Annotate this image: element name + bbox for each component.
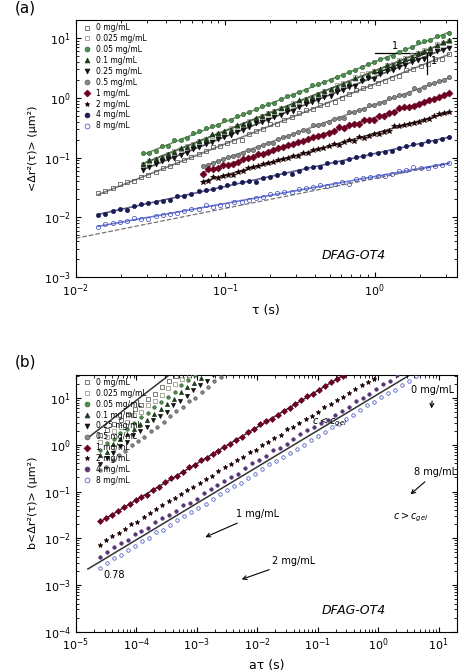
- Text: 1: 1: [431, 56, 438, 67]
- Text: $c>c_{gel}$: $c>c_{gel}$: [393, 511, 428, 524]
- Text: (a): (a): [15, 0, 36, 15]
- Text: 1: 1: [392, 41, 399, 51]
- Text: 0.78: 0.78: [103, 570, 125, 580]
- Text: DFAG-OT4: DFAG-OT4: [322, 603, 386, 617]
- Legend: 0 mg/mL, 0.025 mg/mL, 0.05 mg/mL, 0.1 mg/mL, 0.25 mg/mL, 0.5 mg/mL, 1 mg/mL, 2 m: 0 mg/mL, 0.025 mg/mL, 0.05 mg/mL, 0.1 mg…: [78, 22, 148, 131]
- Legend: 0 mg/mL, 0.025 mg/mL, 0.05 mg/mL, 0.1 mg/mL, 0.25 mg/mL, 0.5 mg/mL, 1 mg/mL, 2 m: 0 mg/mL, 0.025 mg/mL, 0.05 mg/mL, 0.1 mg…: [78, 377, 148, 486]
- Text: $c<c_{gel}$: $c<c_{gel}$: [311, 415, 346, 429]
- X-axis label: τ (s): τ (s): [252, 304, 280, 317]
- X-axis label: aτ (s): aτ (s): [248, 659, 284, 672]
- Text: 2 mg/mL: 2 mg/mL: [243, 556, 316, 579]
- Text: 8 mg/mL: 8 mg/mL: [411, 467, 457, 493]
- Y-axis label: <Δr²(τ)> (μm²): <Δr²(τ)> (μm²): [28, 106, 38, 192]
- Text: 0 mg/mL: 0 mg/mL: [411, 386, 455, 407]
- Text: DFAG-OT4: DFAG-OT4: [322, 249, 386, 262]
- Text: 1 mg/mL: 1 mg/mL: [207, 509, 279, 537]
- Text: (b): (b): [15, 355, 36, 370]
- Y-axis label: b<Δr²(τ)> (μm²): b<Δr²(τ)> (μm²): [28, 457, 38, 550]
